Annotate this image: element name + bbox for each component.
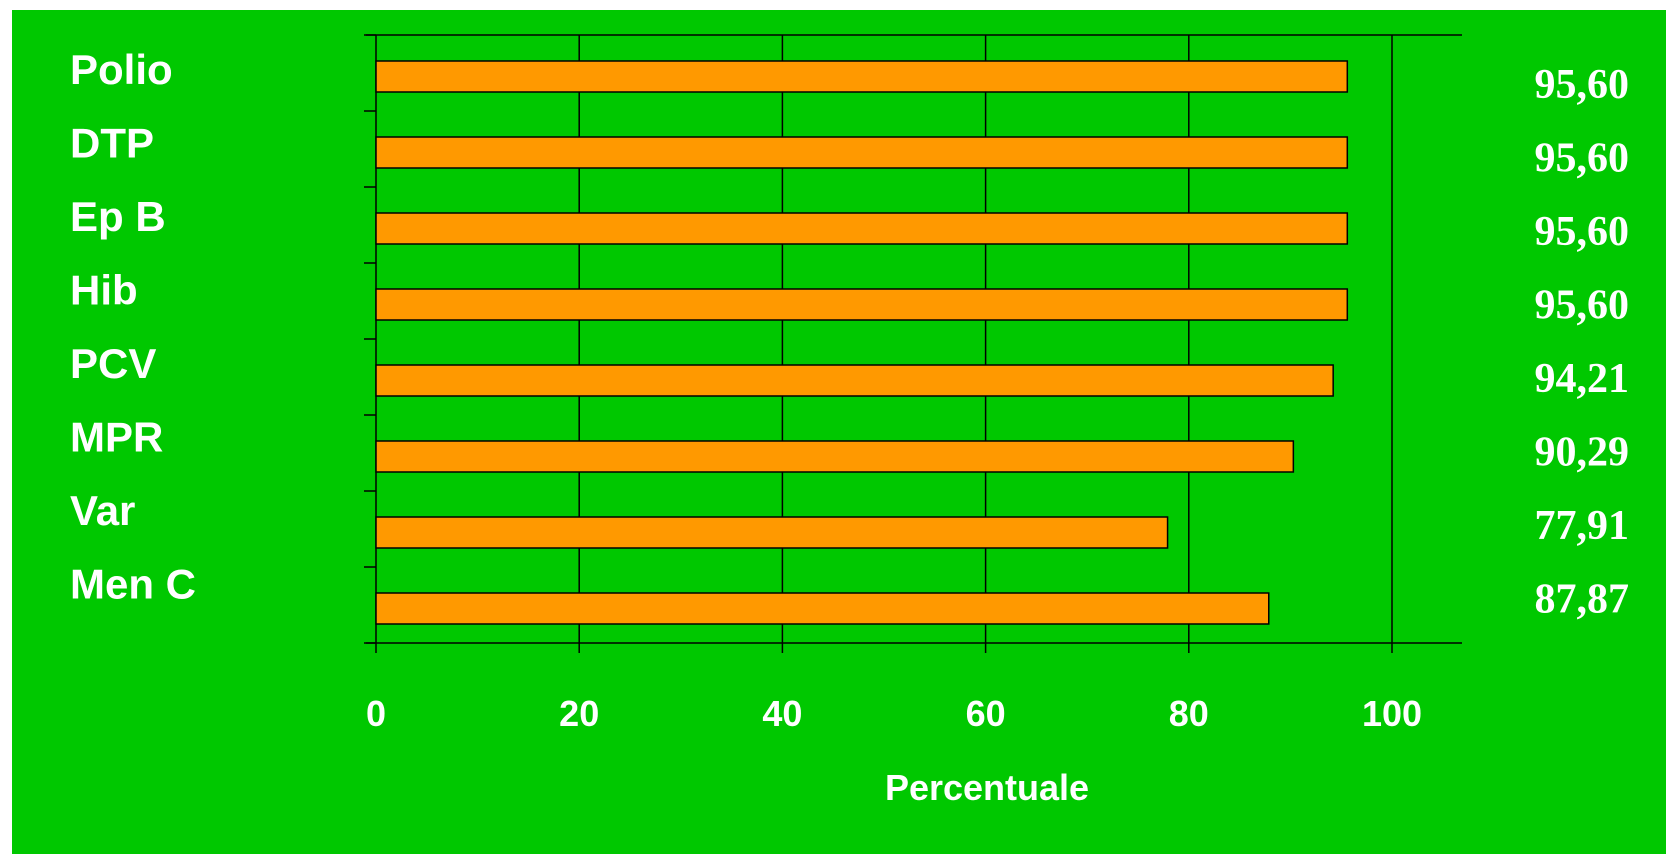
category-label-pcv: PCV xyxy=(70,340,156,387)
bar-pcv xyxy=(375,364,1334,397)
x-tick-label-40: 40 xyxy=(762,693,802,734)
x-tick-label-20: 20 xyxy=(559,693,599,734)
x-tick-label-0: 0 xyxy=(366,693,386,734)
x-tick-labels: 0 20 40 60 80 100 xyxy=(366,693,1422,734)
value-label-hib: 95,60 xyxy=(1535,283,1630,329)
bar-hib xyxy=(375,288,1349,321)
value-labels: 95,60 95,60 95,60 95,60 94,21 90,29 77,91 87,87 xyxy=(1535,62,1630,623)
bar-var xyxy=(375,516,1169,549)
axes xyxy=(364,34,1462,653)
category-labels: Polio DTP Ep B Hib PCV MPR Var Men C xyxy=(70,46,196,608)
category-label-dtp: DTP xyxy=(70,120,154,167)
bar-dtp xyxy=(375,136,1349,169)
value-label-men-c: 87,87 xyxy=(1535,577,1630,623)
x-axis-title: Percentuale xyxy=(885,767,1089,808)
value-label-pcv: 94,21 xyxy=(1535,356,1630,402)
x-tick-label-100: 100 xyxy=(1362,693,1422,734)
bars xyxy=(375,60,1349,625)
value-label-mpr: 90,29 xyxy=(1535,430,1630,476)
value-label-ep-b: 95,60 xyxy=(1535,209,1630,255)
category-label-ep-b: Ep B xyxy=(70,193,166,240)
category-label-men-c: Men C xyxy=(70,561,196,608)
category-label-var: Var xyxy=(70,487,135,534)
value-label-dtp: 95,60 xyxy=(1535,136,1630,182)
category-label-mpr: MPR xyxy=(70,414,163,461)
bar-mpr xyxy=(375,440,1295,473)
category-label-polio: Polio xyxy=(70,46,173,93)
value-label-var: 77,91 xyxy=(1535,503,1630,549)
value-label-polio: 95,60 xyxy=(1535,62,1630,108)
bar-polio xyxy=(375,60,1349,93)
x-tick-label-80: 80 xyxy=(1169,693,1209,734)
x-tick-label-60: 60 xyxy=(966,693,1006,734)
bar-ep-b xyxy=(375,212,1349,245)
bar-men-c xyxy=(375,592,1270,625)
category-label-hib: Hib xyxy=(70,267,138,314)
